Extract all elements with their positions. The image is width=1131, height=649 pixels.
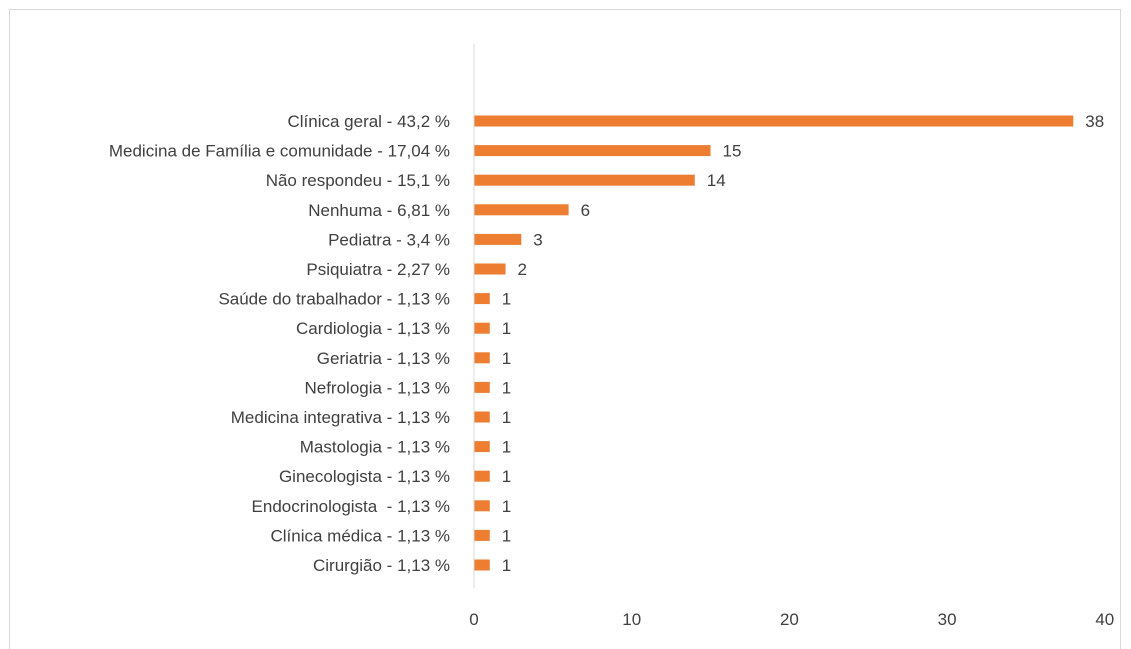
category-label: Saúde do trabalhador - 1,13 %	[218, 290, 450, 309]
bar	[474, 204, 569, 216]
data-label: 1	[502, 438, 511, 457]
bar	[474, 352, 490, 364]
data-label: 14	[707, 171, 726, 190]
bar	[474, 233, 522, 245]
category-label: Cardiologia - 1,13 %	[296, 319, 450, 338]
data-label: 15	[723, 142, 742, 161]
category-labels-layer: Clínica geral - 43,2 % Medicina de Famíli…	[109, 112, 450, 575]
category-label: Clínica médica - 1,13 %	[270, 526, 450, 545]
bar	[474, 322, 490, 334]
category-label: Clínica geral - 43,2 %	[287, 112, 450, 131]
bar	[474, 500, 490, 512]
category-label: Psiquiatra - 2,27 %	[306, 260, 450, 279]
category-label: Medicina de Família e comunidade - 17,04…	[109, 142, 450, 161]
category-label: Ginecologista - 1,13 %	[279, 467, 450, 486]
bar	[474, 559, 490, 571]
x-tick-label: 30	[938, 610, 957, 629]
category-label: Pediatra - 3,4 %	[328, 230, 450, 249]
bar	[474, 381, 490, 393]
data-label: 2	[518, 260, 527, 279]
data-label: 38	[1085, 112, 1104, 131]
bar	[474, 470, 490, 482]
data-label: 1	[502, 467, 511, 486]
category-label: Geriatria - 1,13 %	[317, 349, 450, 368]
category-label: Endocrinologista - 1,13 %	[252, 497, 450, 516]
data-label: 1	[502, 408, 511, 427]
data-label: 1	[502, 556, 511, 575]
x-tick-label: 0	[469, 610, 478, 629]
x-tick-label: 20	[780, 610, 799, 629]
data-label: 1	[502, 526, 511, 545]
bar	[474, 115, 1074, 127]
bar	[474, 174, 695, 186]
x-tick-label: 40	[1095, 610, 1114, 629]
bar	[474, 411, 490, 423]
category-label: Não respondeu - 15,1 %	[266, 171, 450, 190]
category-label: Cirurgião - 1,13 %	[313, 556, 450, 575]
bar	[474, 263, 506, 275]
bars-layer	[474, 115, 1074, 571]
data-label: 3	[533, 230, 542, 249]
data-label: 6	[581, 201, 590, 220]
data-label: 1	[502, 349, 511, 368]
category-label: Nenhuma - 6,81 %	[308, 201, 450, 220]
category-label: Nefrologia - 1,13 %	[304, 378, 450, 397]
data-label: 1	[502, 290, 511, 309]
category-label: Medicina integrativa - 1,13 %	[231, 408, 450, 427]
bar	[474, 145, 711, 157]
data-label: 1	[502, 319, 511, 338]
bar	[474, 441, 490, 453]
x-axis-ticks-layer: 0 10 20 30 40	[469, 610, 1114, 629]
bar	[474, 293, 490, 305]
x-tick-label: 10	[622, 610, 641, 629]
data-label: 1	[502, 378, 511, 397]
data-label: 1	[502, 497, 511, 516]
bar	[474, 529, 490, 541]
category-label: Mastologia - 1,13 %	[300, 438, 450, 457]
